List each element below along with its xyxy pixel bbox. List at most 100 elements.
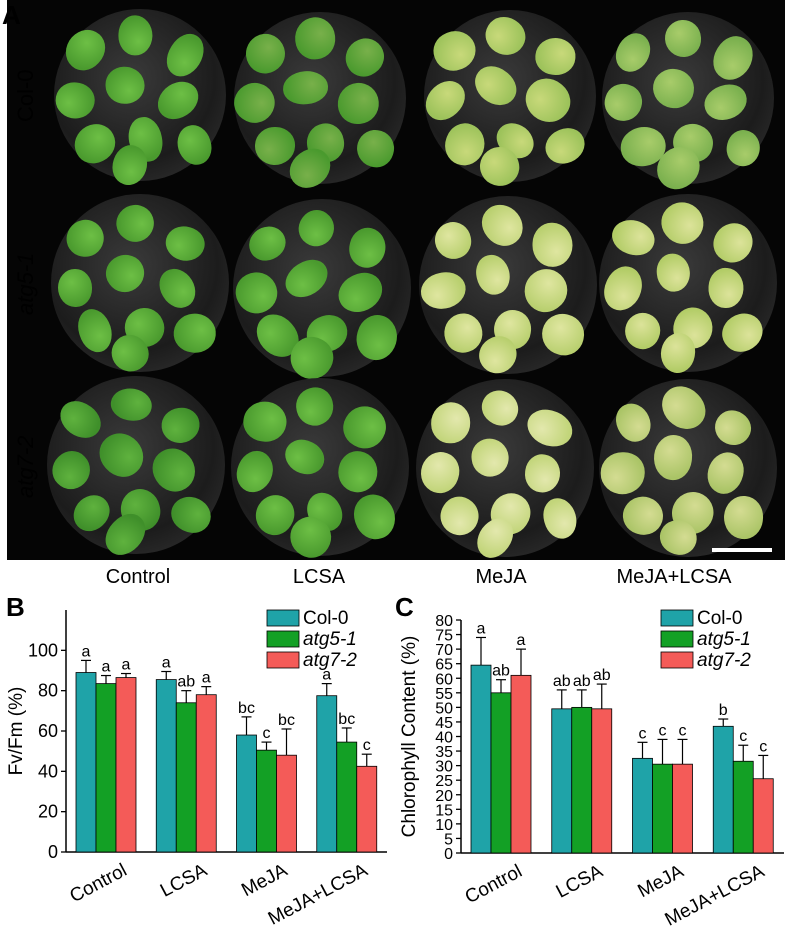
legend-label: atg5-1 [303, 629, 357, 650]
photo-panel: A Col-0 atg5-1 atg7-2 Control LCSA MeJA MeJA+LC… [2, 0, 785, 588]
bar-atg7-2 [591, 708, 613, 854]
significance-letter: ab [492, 663, 510, 680]
bar-atg5-1 [256, 749, 277, 853]
y-tick-label: 5 [444, 831, 453, 848]
y-tick-label: 35 [435, 744, 453, 761]
significance-letter: ab [593, 667, 611, 684]
y-tick-label: 80 [435, 613, 453, 630]
significance-letter: c [263, 725, 271, 742]
panel-label: C [395, 592, 414, 622]
y-axis-label: Fv/Fm (%) [6, 687, 27, 776]
bar-atg5-1 [490, 692, 512, 854]
significance-letter: bc [278, 712, 295, 729]
y-tick-label: 0 [444, 846, 453, 863]
legend-label: Col-0 [303, 608, 348, 629]
bar-col-0 [712, 725, 734, 854]
column-label-meja: MeJA [475, 566, 527, 588]
significance-letter: a [162, 655, 171, 672]
legend-label: atg7-2 [697, 650, 751, 671]
y-tick-label: 20 [435, 788, 453, 805]
bar-atg7-2 [276, 754, 297, 853]
significance-letter: bc [338, 711, 355, 728]
legend-label: Col-0 [697, 608, 742, 629]
x-tick-label: LCSA [553, 861, 607, 903]
column-label-lcsa: LCSA [292, 566, 346, 588]
bar-col-0 [632, 757, 653, 854]
row-label-atg7: atg7-2 [13, 435, 38, 498]
significance-letter: c [363, 737, 371, 754]
x-tick-label: Control [462, 861, 526, 908]
leaf [58, 269, 92, 307]
significance-letter: a [322, 667, 331, 684]
panel-label: B [6, 592, 25, 622]
y-tick-label: 15 [435, 802, 453, 819]
y-tick-label: 55 [435, 686, 453, 703]
bar-col-0 [155, 679, 177, 853]
legend-swatch [266, 609, 300, 627]
scale-bar [712, 548, 772, 552]
y-tick-label: 50 [435, 700, 453, 717]
bar-atg7-2 [672, 763, 693, 854]
y-tick-label: 0 [48, 842, 58, 862]
significance-letter: a [122, 657, 131, 674]
significance-letter: c [679, 722, 687, 739]
y-tick-label: 45 [435, 715, 453, 732]
significance-letter: b [719, 702, 728, 719]
bar-atg5-1 [175, 702, 197, 853]
legend-label: atg5-1 [697, 629, 751, 650]
y-tick-label: 60 [435, 671, 453, 688]
y-tick-label: 65 [435, 657, 453, 674]
legend-swatch [660, 630, 694, 648]
significance-letter: c [659, 722, 667, 739]
bar-col-0 [316, 695, 338, 853]
row-label-col0: Col-0 [13, 69, 38, 122]
bar-atg7-2 [356, 765, 378, 853]
bar-col-0 [551, 708, 573, 854]
significance-letter: ab [573, 673, 591, 690]
legend-swatch [660, 651, 694, 669]
significance-letter: a [202, 670, 211, 687]
x-tick-label: LCSA [157, 860, 211, 902]
y-tick-label: 40 [435, 730, 453, 747]
x-tick-label: Control [67, 860, 131, 907]
y-axis-label: Chlorophyll Content (%) [399, 636, 420, 838]
bar-atg7-2 [115, 677, 137, 853]
y-tick-label: 40 [38, 761, 58, 781]
bar-atg5-1 [336, 741, 358, 853]
bar-atg7-2 [510, 674, 532, 854]
y-tick-label: 80 [38, 681, 58, 701]
legend-swatch [266, 630, 300, 648]
bar-col-0 [470, 664, 492, 854]
leaf [429, 402, 471, 444]
bar-atg7-2 [752, 778, 774, 854]
significance-letter: ab [553, 673, 571, 690]
significance-letter: a [517, 632, 526, 649]
y-tick-label: 20 [38, 802, 58, 822]
bar-atg5-1 [732, 760, 754, 854]
significance-letter: c [759, 738, 767, 755]
y-tick-label: 60 [38, 721, 58, 741]
significance-letter: c [739, 728, 747, 745]
y-tick-label: 100 [28, 640, 58, 660]
y-tick-label: 75 [435, 628, 453, 645]
significance-letter: ab [177, 674, 195, 691]
bar-col-0 [75, 672, 97, 853]
legend-swatch [660, 609, 694, 627]
column-label-control: Control [105, 566, 171, 588]
y-tick-label: 70 [435, 642, 453, 659]
y-tick-label: 10 [435, 817, 453, 834]
leaf [105, 66, 145, 104]
bar-atg7-2 [195, 694, 217, 853]
column-label-meja-lcsa: MeJA+LCSA [616, 566, 732, 588]
bar-atg5-1 [652, 763, 673, 854]
y-tick-label: 30 [435, 759, 453, 776]
legend-label: atg7-2 [303, 650, 357, 671]
bar-col-0 [236, 734, 257, 853]
legend-swatch [266, 651, 300, 669]
y-tick-label: 25 [435, 773, 453, 790]
significance-letter: c [639, 725, 647, 742]
row-label-atg5: atg5-1 [13, 252, 38, 315]
bar-atg5-1 [571, 706, 593, 854]
